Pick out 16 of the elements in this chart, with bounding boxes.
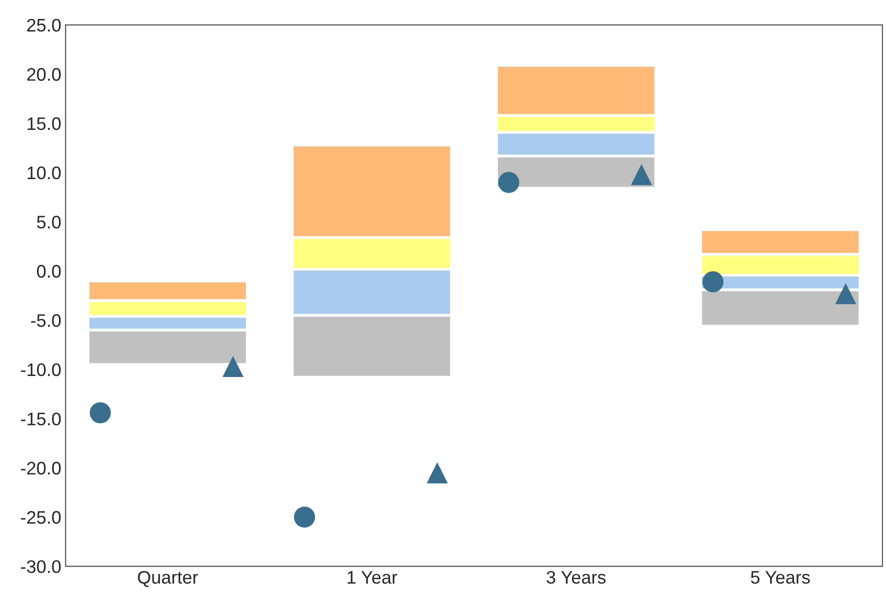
y-tick-label: -25.0 (21, 511, 61, 524)
x-tick-label: 5 Years (750, 571, 810, 584)
y-tick-label: 10.0 (28, 166, 61, 180)
y-tick-label: 20.0 (27, 68, 61, 81)
y-tick-label: -30.0 (21, 560, 61, 574)
x-tick-label: 1 Year (348, 571, 398, 584)
y-tick-label: -20.0 (21, 462, 61, 475)
y-tick-label: -5.0 (31, 314, 61, 327)
x-tick-label: 3 Years (546, 570, 606, 584)
y-tick-label: 25.0 (27, 18, 61, 32)
y-tick-label: -10.0 (21, 363, 61, 376)
y-tick-label: 0.0 (37, 264, 61, 278)
x-tick-label: Quarter (138, 570, 198, 587)
y-tick-label: 5.0 (37, 216, 61, 228)
y-tick-label: 15.0 (28, 117, 61, 130)
y-tick-label: -15.0 (21, 412, 61, 426)
